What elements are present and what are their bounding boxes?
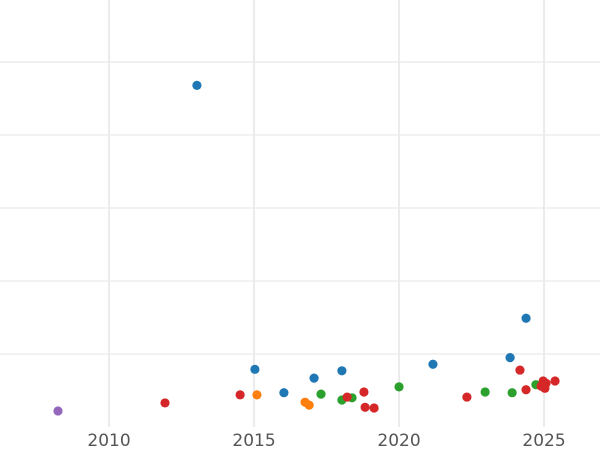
data-point <box>192 80 202 90</box>
data-point <box>342 392 352 402</box>
data-point <box>394 382 404 392</box>
data-point <box>515 365 525 375</box>
data-point <box>521 385 531 395</box>
data-point <box>541 378 551 388</box>
x-axis-ticks: 2010 2015 2020 2025 <box>87 431 565 450</box>
x-tick-label: 2015 <box>232 431 275 450</box>
data-point <box>316 389 326 399</box>
data-point <box>53 406 63 416</box>
data-point <box>505 353 515 363</box>
x-tick-label: 2025 <box>522 431 565 450</box>
data-point <box>160 398 170 408</box>
x-tick-label: 2020 <box>377 431 420 450</box>
data-points <box>53 80 560 416</box>
data-point <box>359 387 369 397</box>
data-point <box>235 390 245 400</box>
data-point <box>252 390 262 400</box>
data-point <box>480 387 490 397</box>
data-point <box>462 392 472 402</box>
data-point <box>279 388 289 398</box>
data-point <box>250 364 260 374</box>
data-point <box>337 366 347 376</box>
data-point <box>360 402 370 412</box>
data-point <box>309 373 319 383</box>
data-point <box>550 376 560 386</box>
data-point <box>304 400 314 410</box>
grid <box>0 0 600 427</box>
data-point <box>428 359 438 369</box>
data-point <box>369 403 379 413</box>
x-tick-label: 2010 <box>87 431 130 450</box>
data-point <box>507 388 517 398</box>
data-point <box>521 313 531 323</box>
